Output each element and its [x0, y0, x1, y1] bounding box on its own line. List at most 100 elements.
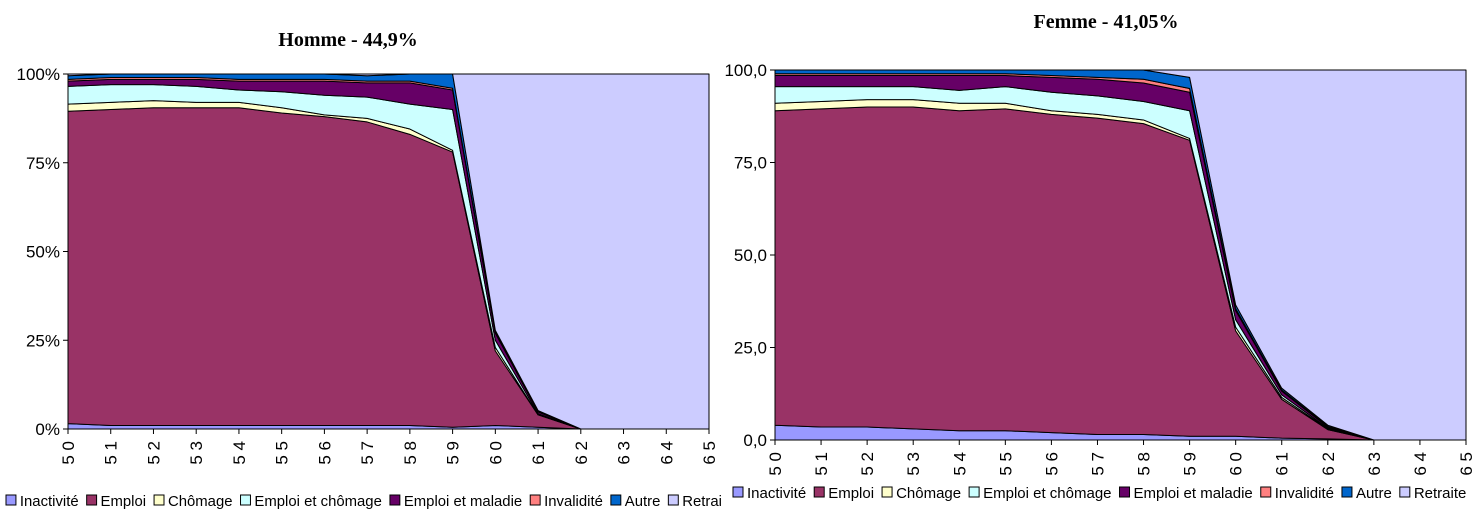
y-tick-label: 75,0 [734, 154, 767, 173]
legend-swatch [1341, 486, 1353, 498]
legend-item: Emploi [86, 493, 147, 510]
legend-item: Emploi [813, 485, 874, 502]
x-tick-label: 5 1 [102, 441, 121, 465]
legend-swatch [667, 494, 679, 506]
legend-swatch [732, 486, 744, 498]
legend-label: Emploi et maladie [404, 493, 522, 510]
legend-label: Retraite [1414, 485, 1467, 502]
legend-label: Retrai [682, 493, 722, 510]
x-tick-label: 6 4 [657, 441, 676, 465]
x-tick-label: 5 3 [904, 452, 923, 476]
x-tick-label: 5 0 [59, 441, 78, 465]
legend: Inactivité Emploi Chômage Emploi et chômage… [5, 493, 722, 510]
chart-title: Homme - 44,9% [278, 29, 417, 51]
x-tick-label: 5 6 [315, 441, 334, 465]
y-tick-label: 100,0 [724, 61, 767, 80]
x-tick-label: 5 5 [273, 441, 292, 465]
y-tick-label: 25,0 [734, 339, 767, 358]
y-tick-label: 50,0 [734, 246, 767, 265]
legend-item: Chômage [153, 493, 233, 510]
legend: Inactivité Emploi Chômage Emploi et chômage… [732, 485, 1467, 502]
x-tick-label: 6 2 [572, 441, 591, 465]
x-tick-label: 5 8 [1135, 452, 1154, 476]
x-tick-label: 5 7 [1088, 452, 1107, 476]
y-tick-label: 75% [26, 154, 60, 173]
legend-item: Retrai [667, 493, 722, 510]
legend-label: Autre [1356, 485, 1392, 502]
legend-label: Autre [625, 493, 661, 510]
x-tick-label: 6 1 [529, 441, 548, 465]
legend-item: Emploi et chômage [968, 485, 1112, 502]
legend-label: Emploi [828, 485, 874, 502]
x-tick-label: 6 4 [1411, 452, 1430, 476]
legend-label: Emploi [101, 493, 147, 510]
chart-1: Homme - 44,9% 0% 25% 50% 75% 100% 5 0 5 1 5 2 5 3… [5, 29, 722, 510]
x-tick-label: 6 1 [1273, 452, 1292, 476]
x-tick-label: 5 5 [996, 452, 1015, 476]
legend-item: Emploi et maladie [1119, 485, 1253, 502]
x-tick-label: 6 5 [700, 441, 719, 465]
legend-swatch [5, 494, 17, 506]
x-tick-label: 5 8 [401, 441, 420, 465]
x-tick-label: 5 2 [858, 452, 877, 476]
legend-swatch [1260, 486, 1272, 498]
series-areas [774, 69, 1467, 441]
legend-label: Chômage [896, 485, 961, 502]
chart-title: Femme - 41,05% [1034, 11, 1179, 33]
legend-label: Emploi et chômage [254, 493, 381, 510]
legend-item: Retraite [1399, 485, 1467, 502]
x-tick-label: 5 2 [144, 441, 163, 465]
legend-swatch [881, 486, 893, 498]
legend-item: Emploi et chômage [240, 493, 382, 510]
legend-swatch [153, 494, 165, 506]
legend-swatch [813, 486, 825, 498]
y-tick-label: 0,0 [743, 431, 767, 450]
chart-2: Femme - 41,05% 0,0 25,0 50,0 75,0 100,0 5 0 5 1… [724, 11, 1476, 502]
legend-swatch [1399, 486, 1411, 498]
x-tick-label: 5 4 [230, 441, 249, 465]
y-tick-label: 50% [26, 243, 60, 262]
legend-label: Emploi et chômage [983, 485, 1111, 502]
x-tick-label: 6 0 [1227, 452, 1246, 476]
legend-item: Autre [1341, 485, 1392, 502]
legend-item: Invalidité [1260, 485, 1334, 502]
legend-swatch [86, 494, 98, 506]
x-tick-label: 6 0 [486, 441, 505, 465]
y-tick-label: 25% [26, 331, 60, 350]
x-tick-label: 5 1 [812, 452, 831, 476]
series-areas [67, 73, 710, 430]
legend-swatch [529, 494, 541, 506]
x-tick-label: 5 4 [950, 452, 969, 476]
x-tick-label: 5 0 [766, 452, 785, 476]
legend-swatch [240, 494, 251, 506]
y-tick-label: 0% [35, 420, 60, 439]
legend-item: Chômage [881, 485, 961, 502]
x-tick-label: 6 2 [1319, 452, 1338, 476]
x-tick-label: 5 9 [1181, 452, 1200, 476]
x-tick-label: 5 7 [358, 441, 377, 465]
legend-swatch [968, 486, 980, 498]
legend-label: Inactivité [20, 493, 79, 510]
legend-item: Invalidité [529, 493, 603, 510]
x-tick-label: 6 5 [1457, 452, 1476, 476]
x-tick-label: 5 9 [444, 441, 463, 465]
legend-label: Emploi et maladie [1134, 485, 1253, 502]
y-tick-label: 100% [17, 65, 60, 84]
legend-label: Invalidité [1275, 485, 1334, 502]
legend-label: Chômage [168, 493, 233, 510]
series-area-7 [774, 69, 1467, 441]
x-tick-label: 6 3 [1365, 452, 1384, 476]
x-tick-label: 5 6 [1042, 452, 1061, 476]
legend-swatch [1119, 486, 1131, 498]
legend-item: Autre [610, 493, 661, 510]
legend-label: Invalidité [544, 493, 603, 510]
legend-swatch [610, 494, 622, 506]
legend-item: Inactivité [732, 485, 806, 502]
x-tick-label: 5 3 [187, 441, 206, 465]
legend-item: Inactivité [5, 493, 79, 510]
x-tick-label: 6 3 [615, 441, 634, 465]
legend-swatch [389, 494, 401, 506]
legend-label: Inactivité [747, 485, 806, 502]
legend-item: Emploi et maladie [389, 493, 522, 510]
